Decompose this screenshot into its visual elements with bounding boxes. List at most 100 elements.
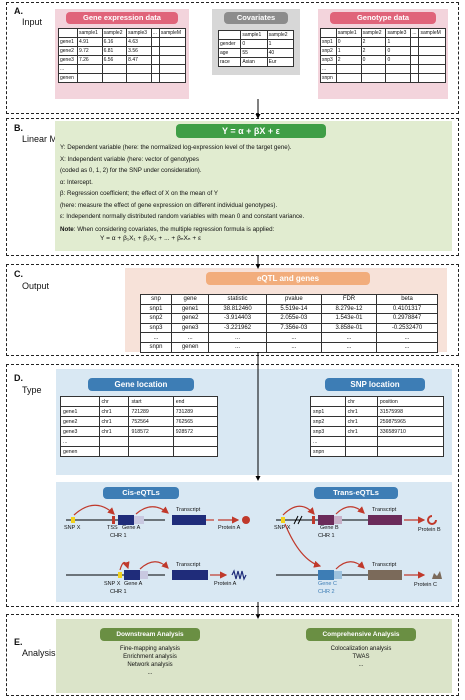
transcript-block <box>172 515 206 525</box>
genotype-title: Genotype data <box>330 12 436 24</box>
cis-gene2-label: Gene A <box>124 581 143 587</box>
table-row: gene3 7.26 6.56 8.47 <box>58 55 187 65</box>
eqtl-output-table: snp gene statistic pvalue FDR beta snp1 gene1 38… <box>140 294 438 353</box>
analysis-item: Network analysis <box>127 662 173 668</box>
gene-location-title: Gene location <box>88 378 194 391</box>
section-c-sub: Output <box>22 281 50 291</box>
snp-location-title: SNP location <box>325 378 425 391</box>
table-cell: ... <box>320 341 378 353</box>
trans-chr-label: CHR 1 <box>318 533 335 539</box>
section-c-label: C. <box>14 269 23 279</box>
analysis-item: Enrichment analysis <box>123 654 177 660</box>
table-cell: Eur <box>266 57 295 67</box>
section-analysis <box>6 614 459 696</box>
cis-protein2-label: Protein A <box>214 581 237 587</box>
model-definition-line: α: Intercept. <box>60 178 93 186</box>
section-a-label: A. <box>14 6 23 16</box>
section-e-label: E. <box>14 637 23 647</box>
table-cell <box>344 446 378 457</box>
cis-transcript2-label: Transcript <box>176 562 201 568</box>
tss-marker <box>112 516 115 524</box>
multi-formula: Y = α + β₁X₁ + β₂X₂ + ... + βₙXₙ + ε <box>100 235 202 242</box>
protein-a-glyph <box>242 516 250 524</box>
table-cell <box>172 446 219 457</box>
section-input <box>6 2 459 114</box>
model-box <box>55 121 452 251</box>
snp-location-table: chr position snp1 chr1 31575998 snp2 chr1 25987… <box>310 396 445 457</box>
table-cell: race <box>217 57 242 67</box>
downstream-title: Downstream Analysis <box>100 628 200 641</box>
table-cell <box>410 73 420 83</box>
trans-eqtls-title: Trans-eQTLs <box>314 487 398 499</box>
trans-gene-label: Gene B <box>320 525 339 531</box>
table-row: snpn genen............ <box>140 341 438 353</box>
trans-transcript2-label: Transcript <box>372 562 397 568</box>
table-row: snp2 gene2 -3.914403 2.055e-03 1.543e-01 0.29… <box>140 313 438 324</box>
table-row: genen <box>60 446 219 457</box>
trans-chr2-label: CHR 2 <box>318 589 335 595</box>
cis-row-2 <box>66 561 247 581</box>
table-cell: genen <box>170 341 210 353</box>
table-row: genen <box>58 73 187 83</box>
trans-transcript-label: Transcript <box>372 507 397 513</box>
model-formula: Y = α + βX + ε <box>176 124 326 138</box>
gene-expression-title: Gene expression data <box>66 12 178 24</box>
note-text: : When considering covariates, the multi… <box>73 226 275 233</box>
model-definition-line: β: Regression coefficient; the effect of… <box>60 190 218 197</box>
table-row: snpn <box>310 446 445 457</box>
protein-b-glyph <box>427 515 437 525</box>
table-cell: ... <box>376 341 438 353</box>
section-b-label: B. <box>14 123 23 133</box>
cis-snp2-label: SNP X <box>104 581 121 587</box>
model-definition-line: Y: Dependent variable (here: the normali… <box>60 144 292 151</box>
model-definition-line: (here: measure the effect of gene expres… <box>60 201 278 209</box>
output-title: eQTL and genes <box>206 272 370 285</box>
section-a-sub: Input <box>22 17 43 27</box>
gene-location-table: chr start end gene1 chr1 721289 731289 gene2 chr… <box>60 396 219 457</box>
cis-protein-label: Protein A <box>218 525 241 531</box>
comprehensive-title: Comprehensive Analysis <box>306 628 416 641</box>
section-linear-model <box>6 118 459 256</box>
cis-chr2-label: CHR 1 <box>110 589 127 595</box>
cis-row-1 <box>66 504 250 525</box>
model-definition-line: (coded as 0, 1, 2) for the SNP under con… <box>60 167 202 174</box>
cis-tss-label: TSS <box>107 525 118 531</box>
gene-expression-table: sample1 sample2 sample3... sampleM gene1 4.91… <box>58 28 187 83</box>
model-definition-line: ε: Independent normally distributed rand… <box>60 213 305 220</box>
table-cell <box>418 73 446 83</box>
table-cell <box>158 73 187 83</box>
trans-protein2-label: Protein C <box>414 582 437 588</box>
cis-eqtls-title: Cis-eQTLs <box>103 487 179 499</box>
protein-c-glyph <box>432 571 442 579</box>
protein-a-helix-glyph <box>231 569 247 581</box>
covariates-title: Covariates <box>224 12 288 24</box>
section-e-sub: Analysis <box>22 648 56 658</box>
section-type <box>6 364 459 607</box>
trans-gene2-label: Gene C <box>318 581 337 587</box>
section-d-label: D. <box>14 373 23 383</box>
covariates-table: sample1 sample2 gender 0 1 age 55 40 race Asian Eu… <box>217 30 295 67</box>
model-definition-line: X: Independent variable (here: vector of… <box>60 155 199 163</box>
analysis-item: Fine-mapping analysis <box>119 646 181 652</box>
cis-snp-label: SNP X <box>64 525 81 531</box>
trans-protein-label: Protein B <box>418 527 441 533</box>
table-row: race Asian Eur <box>217 57 295 67</box>
analysis-item: ... <box>358 662 364 668</box>
analysis-item: TWAS <box>352 654 370 660</box>
table-cell: genen <box>58 73 78 83</box>
table-cell: ... <box>208 341 267 353</box>
table-row: .................. <box>140 332 438 343</box>
table-row: snp3 gene3 -3.221962 7.356e-03 3.858e-01 -0.2… <box>140 322 438 334</box>
trans-snp-label: SNP X <box>274 525 291 531</box>
section-b-sub: Linear Model <box>22 134 75 144</box>
section-output <box>6 264 459 356</box>
eqtl-type-box <box>56 482 452 602</box>
note-label: Note <box>60 226 74 233</box>
analysis-item: ... <box>147 670 153 676</box>
analysis-item: Colocalization analysis <box>330 646 392 652</box>
table-row: snpn <box>320 73 446 83</box>
cis-chr-label: CHR 1 <box>110 533 127 539</box>
cis-transcript-label: Transcript <box>176 507 201 513</box>
table-cell <box>376 446 445 457</box>
